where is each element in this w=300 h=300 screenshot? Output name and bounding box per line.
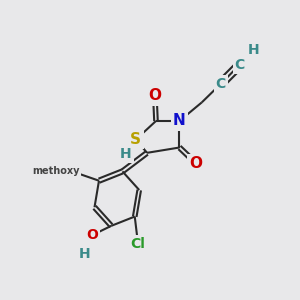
Text: S: S [130, 132, 141, 147]
Text: O: O [86, 228, 98, 242]
Text: H: H [248, 43, 259, 57]
Text: N: N [173, 113, 186, 128]
Text: H: H [79, 247, 90, 261]
Text: O: O [190, 156, 203, 171]
Text: O: O [148, 88, 161, 103]
Text: Cl: Cl [131, 237, 146, 251]
Text: C: C [235, 58, 245, 72]
Text: H: H [120, 147, 132, 161]
Text: C: C [216, 77, 226, 91]
Text: O: O [66, 164, 78, 178]
Text: methoxy: methoxy [32, 167, 80, 176]
